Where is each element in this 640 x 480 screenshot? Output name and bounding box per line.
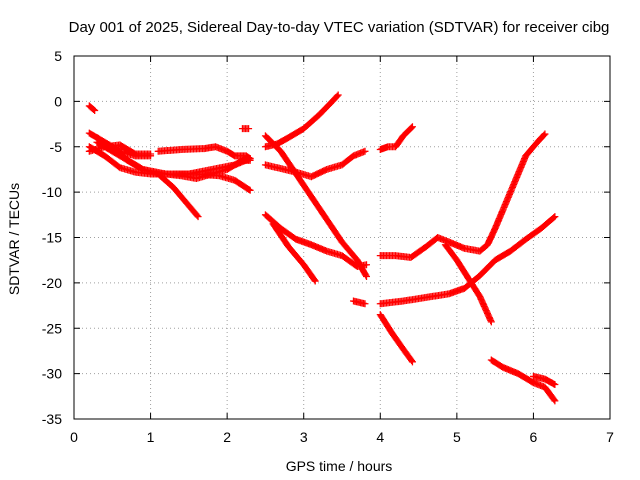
data-point-markers xyxy=(261,147,369,181)
y-tick-label: -30 xyxy=(42,366,62,382)
x-tick-label: 7 xyxy=(606,429,614,445)
data-marks xyxy=(85,91,559,405)
series-arc-07 xyxy=(154,143,254,163)
series-arc-09 xyxy=(238,125,253,133)
data-point-markers xyxy=(376,311,416,366)
series-arc-11 xyxy=(261,132,371,281)
data-point-markers xyxy=(269,220,319,285)
data-point-markers xyxy=(376,123,416,153)
x-tick-label: 3 xyxy=(300,429,308,445)
series-arc-22 xyxy=(529,372,559,389)
y-tick-label: -35 xyxy=(42,411,62,427)
y-tick-label: 5 xyxy=(54,48,62,64)
data-point-markers xyxy=(376,213,559,308)
series-arc-12 xyxy=(261,147,369,181)
axis-ticks: 0 1 2 3 4 5 6 7 5 0 -5 -10 -15 -20 -25 -30 -35 xyxy=(42,48,614,445)
y-tick-label: -15 xyxy=(42,230,62,246)
series-arc-01 xyxy=(85,102,99,114)
data-point-markers xyxy=(441,241,495,326)
x-tick-label: 1 xyxy=(147,429,155,445)
data-point-markers xyxy=(376,130,549,261)
series-arc-20 xyxy=(441,241,495,326)
y-tick-label: -20 xyxy=(42,275,62,291)
data-point-markers xyxy=(238,125,253,133)
y-axis-label: SDTVAR / TECUs xyxy=(6,183,22,295)
series-arc-15 xyxy=(349,297,369,308)
data-point-markers xyxy=(85,102,99,114)
y-tick-label: -5 xyxy=(50,139,63,155)
series-arc-19 xyxy=(376,311,416,366)
y-tick-label: -10 xyxy=(42,184,62,200)
data-point-markers xyxy=(170,170,254,194)
series-arc-13 xyxy=(261,211,371,271)
data-point-markers xyxy=(261,132,371,281)
chart-title: Day 001 of 2025, Sidereal Day-to-day VTE… xyxy=(69,19,610,36)
series-arc-16 xyxy=(376,123,416,153)
series-arc-21 xyxy=(487,356,559,405)
data-point-markers xyxy=(261,211,371,271)
series-arc-08 xyxy=(170,170,254,194)
data-point-markers xyxy=(349,297,369,308)
x-axis-label: GPS time / hours xyxy=(286,458,393,474)
x-tick-label: 5 xyxy=(453,429,461,445)
x-tick-label: 2 xyxy=(223,429,231,445)
data-point-markers xyxy=(529,372,559,389)
y-tick-label: -25 xyxy=(42,320,62,336)
x-tick-label: 6 xyxy=(530,429,538,445)
data-point-markers xyxy=(154,143,254,163)
y-tick-label: 0 xyxy=(54,93,62,109)
data-point-markers xyxy=(487,356,559,405)
series-arc-17 xyxy=(376,130,549,261)
series-arc-14 xyxy=(269,220,319,285)
series-arc-18 xyxy=(376,213,559,308)
x-tick-label: 4 xyxy=(376,429,384,445)
x-tick-label: 0 xyxy=(70,429,78,445)
